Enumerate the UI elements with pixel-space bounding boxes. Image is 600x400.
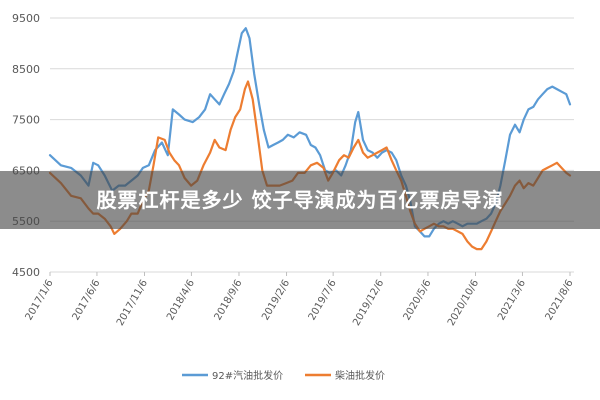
y-axis-ticks: 450055006500750085009500 bbox=[12, 12, 40, 279]
x-tick-label: 2021/3/6 bbox=[496, 278, 528, 322]
x-tick-label: 2020/5/6 bbox=[402, 278, 434, 322]
x-axis-ticks: 2017/1/6 2017/6/6 2017/11/6 2018/4/6 2018/9/… bbox=[24, 272, 576, 328]
x-tick-label: 2018/4/6 bbox=[165, 278, 197, 322]
x-tick-label: 2019/2/6 bbox=[260, 278, 292, 322]
x-tick-label: 2019/7/6 bbox=[307, 278, 339, 322]
x-tick-label: 2018/9/6 bbox=[213, 278, 245, 322]
x-tick-label: 2020/10/6 bbox=[446, 278, 481, 328]
x-tick-label: 2017/6/6 bbox=[71, 278, 103, 322]
legend-item-92-gasoline-label: 92#汽油批发价 bbox=[212, 369, 283, 382]
legend: 92#汽油批发价 柴油批发价 bbox=[182, 369, 385, 382]
y-tick-label: 8500 bbox=[12, 63, 40, 76]
x-tick-label: 2017/1/6 bbox=[24, 278, 56, 322]
x-tick-label: 2021/8/6 bbox=[544, 278, 576, 322]
overlay-title: 股票杠杆是多少 饺子导演成为百亿票房导演 bbox=[96, 188, 504, 212]
x-tick-label: 2019/12/6 bbox=[351, 278, 386, 328]
y-tick-label: 4500 bbox=[12, 266, 40, 279]
y-tick-label: 7500 bbox=[12, 114, 40, 127]
title-overlay-band bbox=[0, 171, 600, 229]
y-tick-label: 9500 bbox=[12, 12, 40, 25]
x-tick-label: 2017/11/6 bbox=[115, 278, 150, 328]
legend-item-diesel-label: 柴油批发价 bbox=[335, 369, 385, 382]
